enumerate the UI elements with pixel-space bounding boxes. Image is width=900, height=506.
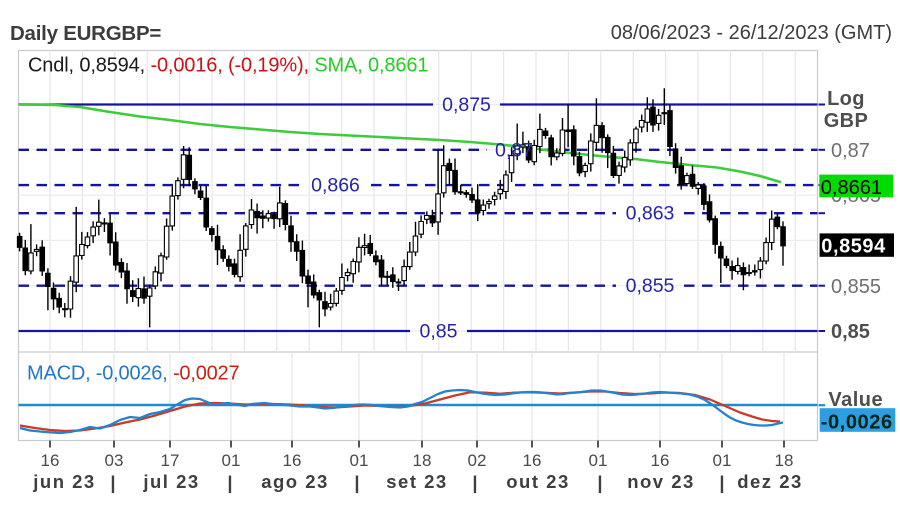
svg-text:|: | — [597, 472, 602, 493]
svg-text:0,87: 0,87 — [495, 139, 533, 161]
svg-text:0,85: 0,85 — [420, 321, 458, 343]
svg-text:01: 01 — [589, 451, 608, 470]
svg-text:set 23: set 23 — [386, 471, 447, 492]
svg-text:nov 23: nov 23 — [627, 471, 695, 492]
svg-text:|: | — [472, 472, 477, 493]
svg-text:dez 23: dez 23 — [737, 471, 803, 492]
svg-text:0,87: 0,87 — [831, 140, 870, 162]
svg-text:|: | — [110, 472, 115, 493]
svg-text:08/06/2023 - 26/12/2023 (GMT): 08/06/2023 - 26/12/2023 (GMT) — [611, 22, 892, 44]
svg-text:0,85: 0,85 — [831, 321, 870, 343]
svg-text:03: 03 — [105, 451, 124, 470]
svg-text:17: 17 — [161, 451, 180, 470]
svg-text:16: 16 — [41, 451, 60, 470]
svg-text:Cndl, 0,8594, -0,0016, (-0,: Cndl, 0,8594, -0,0016, (-0,19%), SMA, 0,… — [28, 55, 428, 77]
svg-text:0,875: 0,875 — [442, 94, 491, 116]
svg-text:-0,0026: -0,0026 — [821, 411, 893, 433]
svg-text:Log: Log — [827, 88, 865, 110]
svg-text:GBP: GBP — [824, 110, 869, 132]
svg-text:18: 18 — [775, 451, 794, 470]
svg-text:jul 23: jul 23 — [142, 471, 199, 492]
svg-text:01: 01 — [713, 451, 732, 470]
svg-text:out 23: out 23 — [506, 471, 569, 492]
svg-text:01: 01 — [350, 451, 369, 470]
svg-text:16: 16 — [283, 451, 302, 470]
svg-text:0,8661: 0,8661 — [821, 177, 882, 199]
svg-text:0,855: 0,855 — [831, 276, 881, 298]
svg-text:0,863: 0,863 — [626, 203, 675, 225]
svg-text:0,8594: 0,8594 — [821, 235, 886, 257]
svg-text:16: 16 — [651, 451, 670, 470]
svg-text:16: 16 — [523, 451, 542, 470]
svg-text:|: | — [227, 472, 232, 493]
svg-text:ago 23: ago 23 — [261, 471, 329, 492]
svg-text:|: | — [719, 472, 724, 493]
svg-text:|: | — [354, 472, 359, 493]
svg-text:0,866: 0,866 — [311, 175, 360, 197]
svg-text:MACD, -0,0026, -0,0027: MACD, -0,0026, -0,0027 — [27, 363, 239, 385]
svg-text:0,855: 0,855 — [626, 275, 675, 297]
svg-text:18: 18 — [413, 451, 432, 470]
svg-text:Daily EURGBP=: Daily EURGBP= — [10, 22, 161, 45]
svg-text:01: 01 — [222, 451, 241, 470]
svg-text:02: 02 — [468, 451, 487, 470]
svg-text:jun 23: jun 23 — [32, 471, 95, 492]
svg-text:Value: Value — [828, 389, 883, 411]
